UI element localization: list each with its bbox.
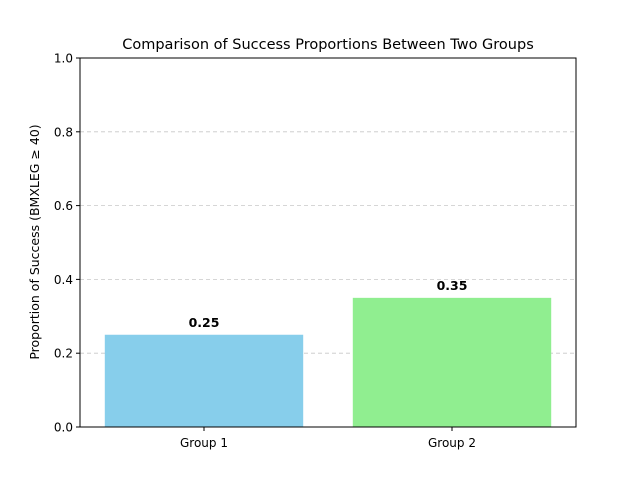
y-tick-label: 0.8 <box>54 125 73 139</box>
y-axis-label: Proportion of Success (BMXLEG ≥ 40) <box>27 124 42 359</box>
x-axis-ticks: Group 1 Group 2 <box>180 427 476 450</box>
bar-group-2 <box>352 297 552 427</box>
chart-title: Comparison of Success Proportions Betwee… <box>122 37 534 53</box>
bars <box>104 297 552 427</box>
bar-value-label: 0.35 <box>437 278 468 293</box>
y-tick-label: 0.4 <box>54 273 73 287</box>
y-axis-ticks: 0.0 0.2 0.4 0.6 0.8 1.0 <box>54 52 80 435</box>
plot-area-frame <box>79 57 577 428</box>
y-tick-label: 0.6 <box>54 199 73 213</box>
y-tick-label: 0.2 <box>54 347 73 361</box>
y-tick-label: 1.0 <box>54 52 73 66</box>
bar-value-label: 0.25 <box>189 315 220 330</box>
y-tick-label: 0.0 <box>54 421 73 435</box>
bar-group-1 <box>104 334 304 427</box>
x-tick-label: Group 2 <box>428 436 476 450</box>
x-tick-label: Group 1 <box>180 436 228 450</box>
bar-value-labels: 0.25 0.35 <box>189 278 468 330</box>
